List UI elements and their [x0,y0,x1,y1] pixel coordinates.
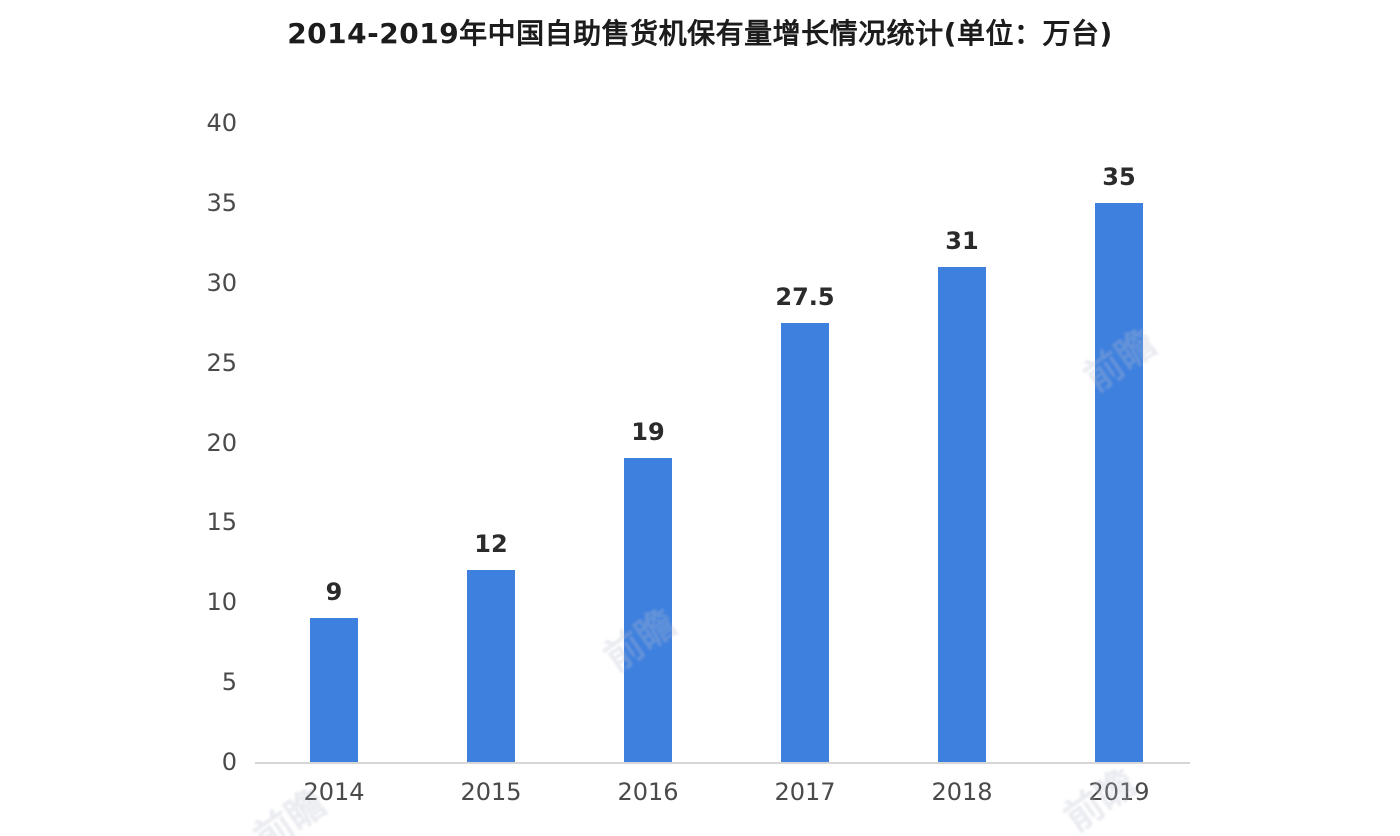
y-tick-label: 15 [206,508,237,537]
x-tick-label: 2015 [460,778,522,806]
bar-2016 [624,458,672,762]
y-tick-label: 30 [206,268,237,297]
bar-value-label: 35 [1102,162,1136,191]
x-tick-label: 2017 [774,778,836,806]
bar-2019 [1095,202,1143,762]
x-axis-line [255,762,1190,764]
bar-2015 [467,570,515,762]
chart-title: 2014-2019年中国自助售货机保有量增长情况统计(单位：万台) [287,17,1113,50]
bar-2017 [781,322,829,762]
bar-2018 [938,266,986,762]
y-tick-label: 5 [221,668,237,697]
x-tick-label: 2014 [303,778,365,806]
y-tick-label: 0 [221,748,237,776]
x-tick-label: 2019 [1088,778,1150,806]
bar-2014 [310,618,358,762]
bar-value-label: 12 [474,530,508,559]
y-tick-label: 10 [206,588,237,617]
x-tick-label: 2016 [617,778,679,806]
y-tick-label: 40 [206,109,237,137]
bar-value-label: 9 [325,578,343,607]
bar-value-label: 19 [631,418,665,447]
y-tick-label: 35 [206,188,237,217]
bar-value-label: 27.5 [775,282,835,311]
y-tick-label: 25 [206,348,237,377]
x-tick-label: 2018 [931,778,993,806]
bar-value-label: 31 [945,226,979,255]
y-tick-label: 20 [206,428,237,457]
